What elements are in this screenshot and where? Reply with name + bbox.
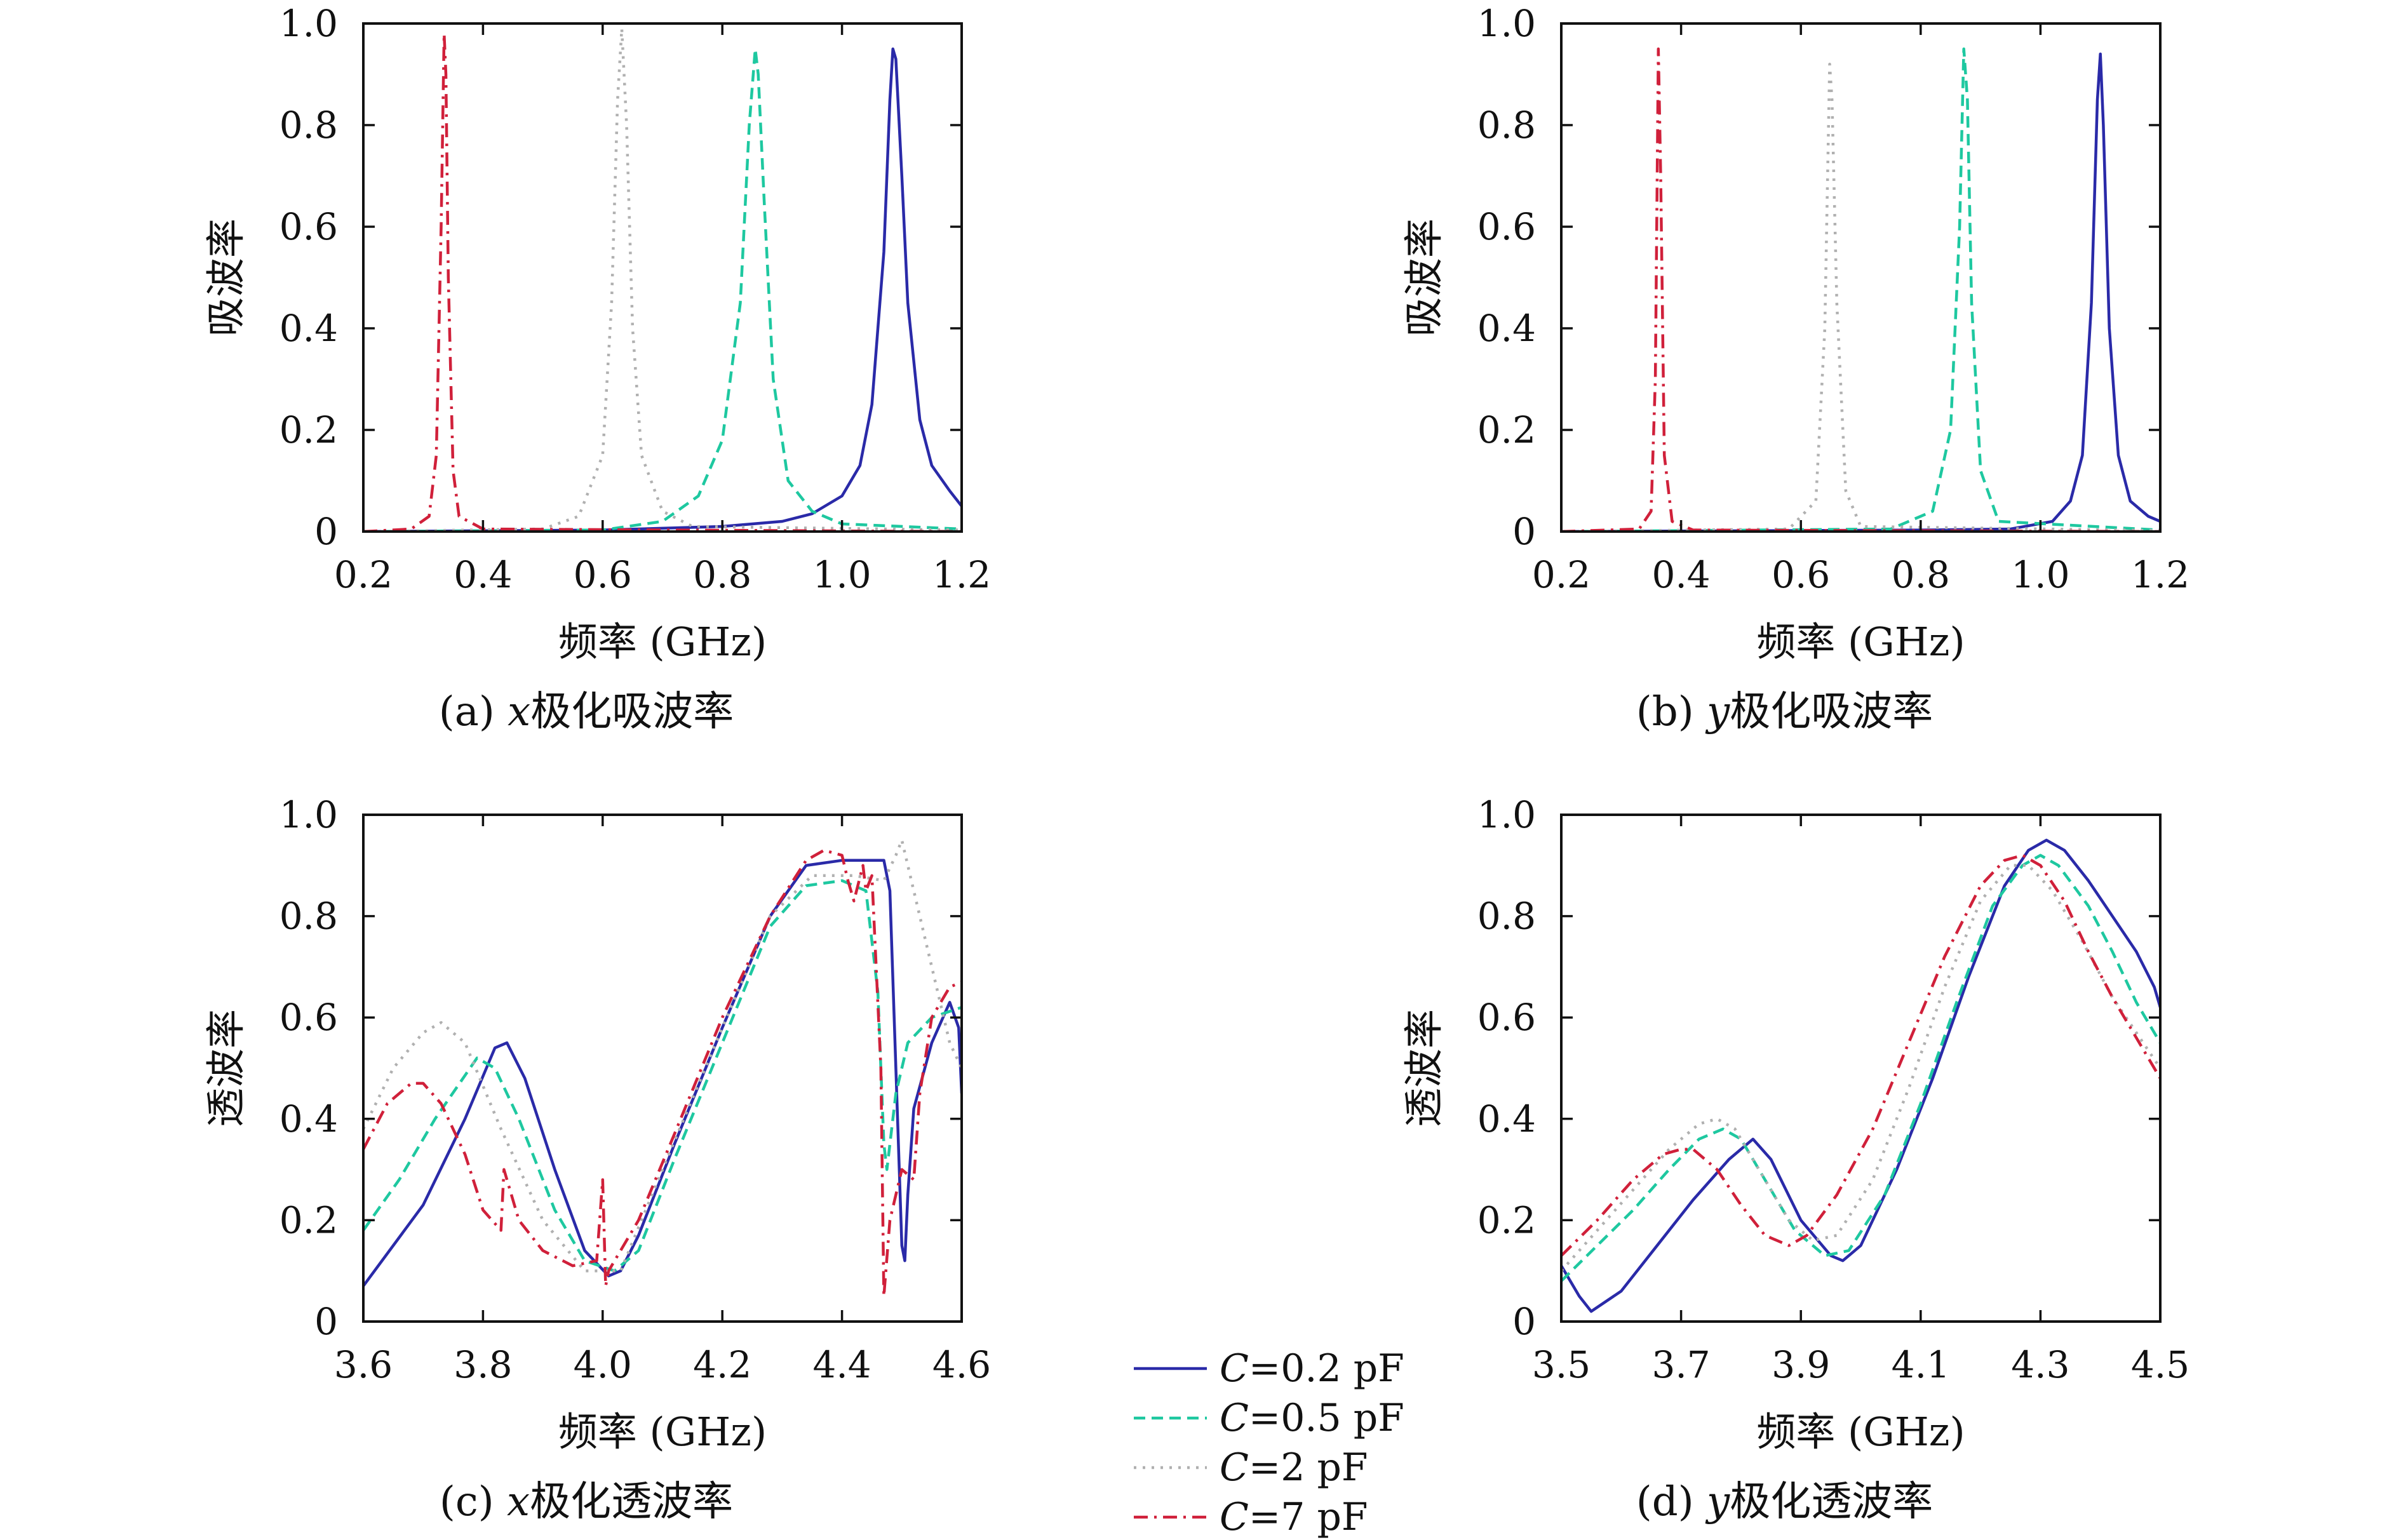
y-tick-label-d-2: 0.4: [1477, 1097, 1536, 1141]
plot-frame-a: [362, 22, 963, 533]
panel-b: 0.2 0.4 0.6 0.8 1.0 1.200.20.40.60.81.0频率 (GH…: [1401, 2, 2189, 735]
y-tick-label-c-4: 0.8: [279, 895, 338, 938]
y-tick-label-a-2: 0.4: [279, 307, 338, 350]
x-tick-label-d-0: 3.5: [1532, 1343, 1591, 1386]
x-axis-title-a: 频率 (GHz): [558, 619, 767, 665]
x-tick-label-d-5: 4.5: [2131, 1343, 2189, 1386]
panel-c: 3.6 3.8 4.0 4.2 4.4 4.6 0 0.2 0.4 0.6 0.8 1.0 频率 (GH…: [203, 793, 991, 1525]
series-line-d-3: [1561, 854, 2160, 1257]
panel-caption-a: (a) x极化吸波率: [439, 688, 734, 735]
x-tick-label-b-0: 0.2: [1532, 553, 1591, 596]
legend-label-3: C=7 pF: [1220, 1495, 1368, 1539]
x-tick-label-b-3: 0.8: [1892, 553, 1950, 596]
y-tick-label-b-1: 0.2: [1477, 408, 1536, 452]
x-tick-label-a-2: 0.6: [574, 553, 632, 596]
series-line-b-2: [1561, 62, 2160, 532]
x-tick-label-b-5: 1.2: [2131, 553, 2189, 596]
series-group-d: [1561, 838, 2160, 1313]
x-tick-label-a-5: 1.2: [932, 553, 991, 596]
y-tick-label-a-5: 1.0: [279, 2, 338, 45]
series-line-a-0: [363, 47, 962, 532]
legend-label-2: C=2 pF: [1220, 1445, 1368, 1490]
y-tick-label-d-1: 0.2: [1477, 1198, 1536, 1242]
y-tick-label-c-5: 1.0: [279, 793, 338, 836]
series-line-c-1: [363, 879, 962, 1273]
x-tick-label-d-3: 4.1: [1892, 1343, 1950, 1386]
x-tick-label-b-1: 0.4: [1651, 553, 1710, 596]
y-tick-label-c-1: 0.2: [279, 1198, 338, 1242]
panel-caption-c: (c) x极化透波率: [440, 1478, 733, 1525]
y-tick-label-d-4: 0.8: [1477, 895, 1536, 938]
panel-a: 0.2 0.4 0.6 0.8 1.0 1.200.20.40.60.81.0频率 (GH…: [203, 2, 991, 735]
y-tick-label-b-4: 0.8: [1477, 104, 1536, 147]
y-tick-label-c-0: 0: [314, 1300, 338, 1343]
x-tick-label-c-0: 3.6: [334, 1343, 393, 1386]
x-tick-label-c-5: 4.6: [932, 1343, 991, 1386]
y-tick-label-d-5: 1.0: [1477, 793, 1536, 836]
y-tick-label-b-0: 0: [1512, 510, 1536, 553]
series-line-c-0: [363, 859, 962, 1287]
x-tick-label-c-2: 4.0: [574, 1343, 632, 1386]
y-axis-title-c: 透波率: [203, 1009, 249, 1127]
y-tick-label-a-1: 0.2: [279, 408, 338, 452]
y-tick-label-d-3: 0.6: [1477, 996, 1536, 1039]
x-tick-label-a-3: 0.8: [693, 553, 751, 596]
panel-caption-d: (d) y极化透波率: [1636, 1478, 1933, 1525]
x-axis-title-c: 频率 (GHz): [558, 1409, 767, 1455]
plot-frame-b: [1560, 22, 2162, 533]
legend: C=0.2 pF C=0.5 pF C=2 pF C=7 pF: [1134, 1346, 1404, 1539]
series-line-a-3: [363, 32, 962, 532]
x-tick-label-a-1: 0.4: [454, 553, 512, 596]
series-line-a-1: [363, 47, 962, 532]
series-line-d-1: [1561, 854, 2160, 1282]
y-axis-title-a: 吸波率: [203, 218, 249, 337]
plot-frame-c: [362, 814, 963, 1323]
y-tick-label-c-2: 0.4: [279, 1097, 338, 1141]
x-tick-label-c-1: 3.8: [454, 1343, 512, 1386]
series-line-d-0: [1561, 838, 2160, 1313]
x-tick-label-c-4: 4.4: [812, 1343, 871, 1386]
series-line-b-1: [1561, 47, 2160, 532]
x-tick-label-c-3: 4.2: [693, 1343, 751, 1386]
y-tick-label-c-3: 0.6: [279, 996, 338, 1039]
legend-label-0: C=0.2 pF: [1220, 1346, 1404, 1391]
x-tick-label-a-4: 1.0: [812, 553, 871, 596]
x-tick-label-a-0: 0.2: [334, 553, 393, 596]
series-group-a: [363, 27, 962, 532]
series-line-b-0: [1561, 52, 2160, 532]
y-tick-label-d-0: 0: [1512, 1300, 1536, 1343]
y-tick-label-b-2: 0.4: [1477, 307, 1536, 350]
x-tick-label-b-4: 1.0: [2011, 553, 2069, 596]
y-tick-label-a-4: 0.8: [279, 104, 338, 147]
series-line-c-3: [363, 848, 962, 1298]
series-group-c: [363, 838, 962, 1298]
x-axis-title-b: 频率 (GHz): [1756, 619, 1965, 665]
series-line-d-2: [1561, 864, 2160, 1272]
panels: 0.2 0.4 0.6 0.8 1.0 1.200.20.40.60.81.0频率 (GH…: [203, 2, 2189, 1525]
x-tick-label-d-2: 3.9: [1772, 1343, 1830, 1386]
y-tick-label-a-3: 0.6: [279, 205, 338, 248]
y-tick-label-a-0: 0: [314, 510, 338, 553]
plot-frame-d: [1560, 814, 2162, 1323]
y-axis-title-d: 透波率: [1401, 1009, 1447, 1127]
y-axis-title-b: 吸波率: [1401, 218, 1447, 337]
x-tick-label-d-4: 4.3: [2011, 1343, 2069, 1386]
x-tick-label-b-2: 0.6: [1772, 553, 1830, 596]
legend-label-1: C=0.5 pF: [1220, 1396, 1404, 1440]
y-tick-label-b-5: 1.0: [1477, 2, 1536, 45]
series-group-b: [1561, 47, 2160, 532]
y-tick-label-b-3: 0.6: [1477, 205, 1536, 248]
x-axis-title-d: 频率 (GHz): [1756, 1409, 1965, 1455]
panel-d: 3.5 3.7 3.9 4.1 4.3 4.5 0 0.2 0.4 0.6 0.8 1.0 频率 (GH…: [1401, 793, 2189, 1525]
x-tick-label-d-1: 3.7: [1651, 1343, 1710, 1386]
series-line-b-3: [1561, 47, 2160, 532]
panel-caption-b: (b) y极化吸波率: [1636, 688, 1933, 735]
